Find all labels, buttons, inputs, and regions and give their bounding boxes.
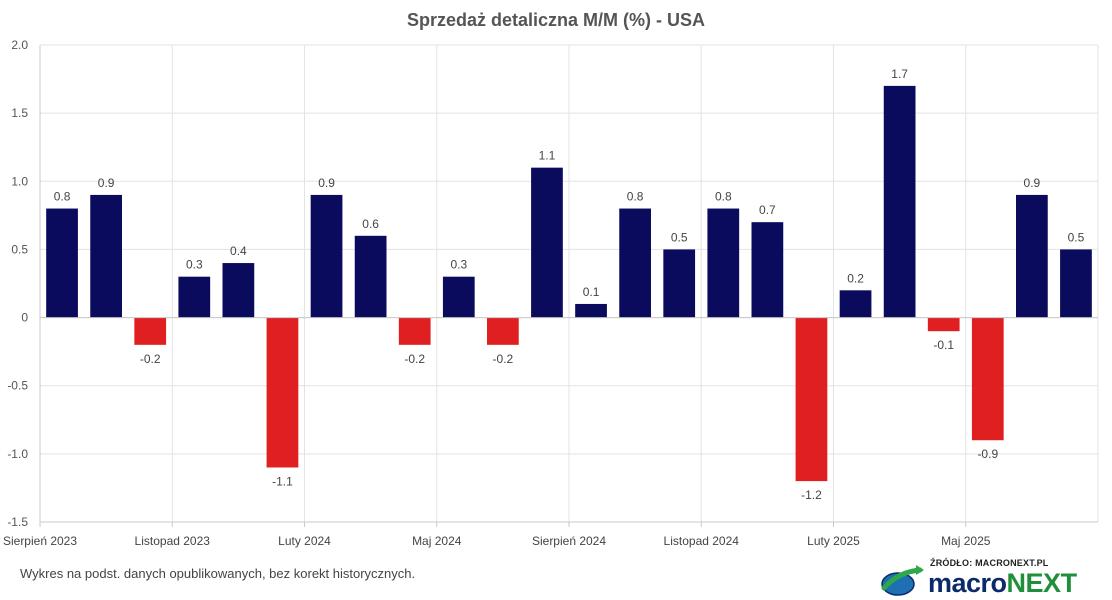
data-label: -0.2 bbox=[493, 352, 514, 366]
x-tick-label: Maj 2024 bbox=[412, 534, 462, 548]
bar bbox=[1016, 194, 1048, 318]
bar bbox=[398, 317, 431, 345]
bar bbox=[354, 235, 387, 318]
data-label: 0.8 bbox=[54, 190, 71, 204]
bar bbox=[663, 249, 696, 318]
data-label: 1.7 bbox=[891, 67, 908, 81]
y-tick-label: 2.0 bbox=[11, 38, 28, 52]
bar bbox=[90, 194, 122, 318]
data-label: 0.7 bbox=[759, 203, 776, 217]
bar bbox=[442, 276, 475, 318]
bar-chart: 0.8 0.9 -0.2 0.3 0.4 -1.1 0.9 0.6 -0.2 0.3 -0.2 1.1… bbox=[3, 38, 1099, 548]
x-tick-label: Listopad 2024 bbox=[664, 534, 740, 548]
bar bbox=[839, 290, 872, 318]
data-labels: 0.8 0.9 -0.2 0.3 0.4 -1.1 0.9 0.6 -0.2 0.3 -0.2 1.1… bbox=[54, 67, 1085, 502]
y-tick-label: 0.5 bbox=[11, 242, 28, 256]
data-label: 0.1 bbox=[583, 285, 600, 299]
bar bbox=[1060, 249, 1092, 318]
axes: 2.0 1.5 1.0 0.5 0 -0.5 -1.0 -1.5 Sierpień 2023 Li… bbox=[3, 38, 1098, 548]
bar bbox=[707, 208, 740, 318]
y-tick-label: 0 bbox=[21, 311, 28, 325]
bar bbox=[971, 317, 1004, 441]
bar bbox=[619, 208, 651, 318]
globe-arrow-icon bbox=[881, 565, 924, 596]
data-label: -0.9 bbox=[977, 447, 998, 461]
brand-logo[interactable]: ŹRÓDŁO: MACRONEXT.PL macroNEXT bbox=[876, 558, 1096, 598]
bar bbox=[795, 317, 828, 482]
bar bbox=[46, 208, 78, 318]
bar bbox=[487, 317, 519, 345]
x-tick-label: Maj 2025 bbox=[941, 534, 991, 548]
y-tick-label: -1.0 bbox=[7, 447, 28, 461]
data-label: 0.9 bbox=[1024, 176, 1041, 190]
data-label: -0.2 bbox=[140, 352, 161, 366]
data-label: -1.1 bbox=[272, 474, 293, 488]
data-label: 0.5 bbox=[671, 230, 688, 244]
x-tick-label: Listopad 2023 bbox=[135, 534, 211, 548]
bar bbox=[134, 317, 167, 345]
bar bbox=[575, 303, 607, 318]
y-tick-label: 1.0 bbox=[11, 174, 28, 188]
x-tick-label: Luty 2025 bbox=[807, 534, 860, 548]
y-tick-label: 1.5 bbox=[11, 106, 28, 120]
bar bbox=[751, 222, 784, 318]
bar bbox=[178, 276, 211, 318]
data-label: 0.5 bbox=[1068, 230, 1085, 244]
brand-source: ŹRÓDŁO: MACRONEXT.PL bbox=[930, 558, 1049, 568]
data-label: 0.2 bbox=[847, 271, 864, 285]
bar bbox=[927, 317, 960, 332]
brand-name-part2: NEXT bbox=[1006, 568, 1078, 598]
footnote: Wykres na podst. danych opublikowanych, … bbox=[20, 566, 416, 581]
bar bbox=[531, 167, 563, 318]
data-label: 0.4 bbox=[230, 244, 247, 258]
bars bbox=[46, 85, 1092, 482]
brand-name-part1: macro bbox=[928, 568, 1007, 598]
x-tick-label: Sierpień 2023 bbox=[3, 534, 77, 548]
bar bbox=[222, 263, 255, 318]
data-label: 1.1 bbox=[539, 149, 556, 163]
chart-title: Sprzedaż detaliczna M/M (%) - USA bbox=[406, 10, 706, 30]
y-tick-label: -0.5 bbox=[7, 379, 28, 393]
brand-name: macroNEXT bbox=[928, 568, 1077, 599]
data-label: -0.1 bbox=[933, 338, 954, 352]
data-label: -0.2 bbox=[404, 352, 425, 366]
data-label: 0.3 bbox=[186, 258, 203, 272]
data-label: 0.8 bbox=[627, 190, 644, 204]
x-tick-label: Sierpień 2024 bbox=[532, 534, 606, 548]
bar bbox=[883, 85, 916, 318]
bar bbox=[266, 317, 299, 468]
data-label: 0.6 bbox=[362, 217, 379, 231]
data-label: 0.9 bbox=[318, 176, 335, 190]
data-label: -1.2 bbox=[801, 488, 822, 502]
data-label: 0.9 bbox=[98, 176, 115, 190]
data-label: 0.3 bbox=[450, 258, 467, 272]
y-tick-label: -1.5 bbox=[7, 515, 28, 529]
data-label: 0.8 bbox=[715, 190, 732, 204]
bar bbox=[310, 194, 343, 318]
x-tick-label: Luty 2024 bbox=[278, 534, 331, 548]
